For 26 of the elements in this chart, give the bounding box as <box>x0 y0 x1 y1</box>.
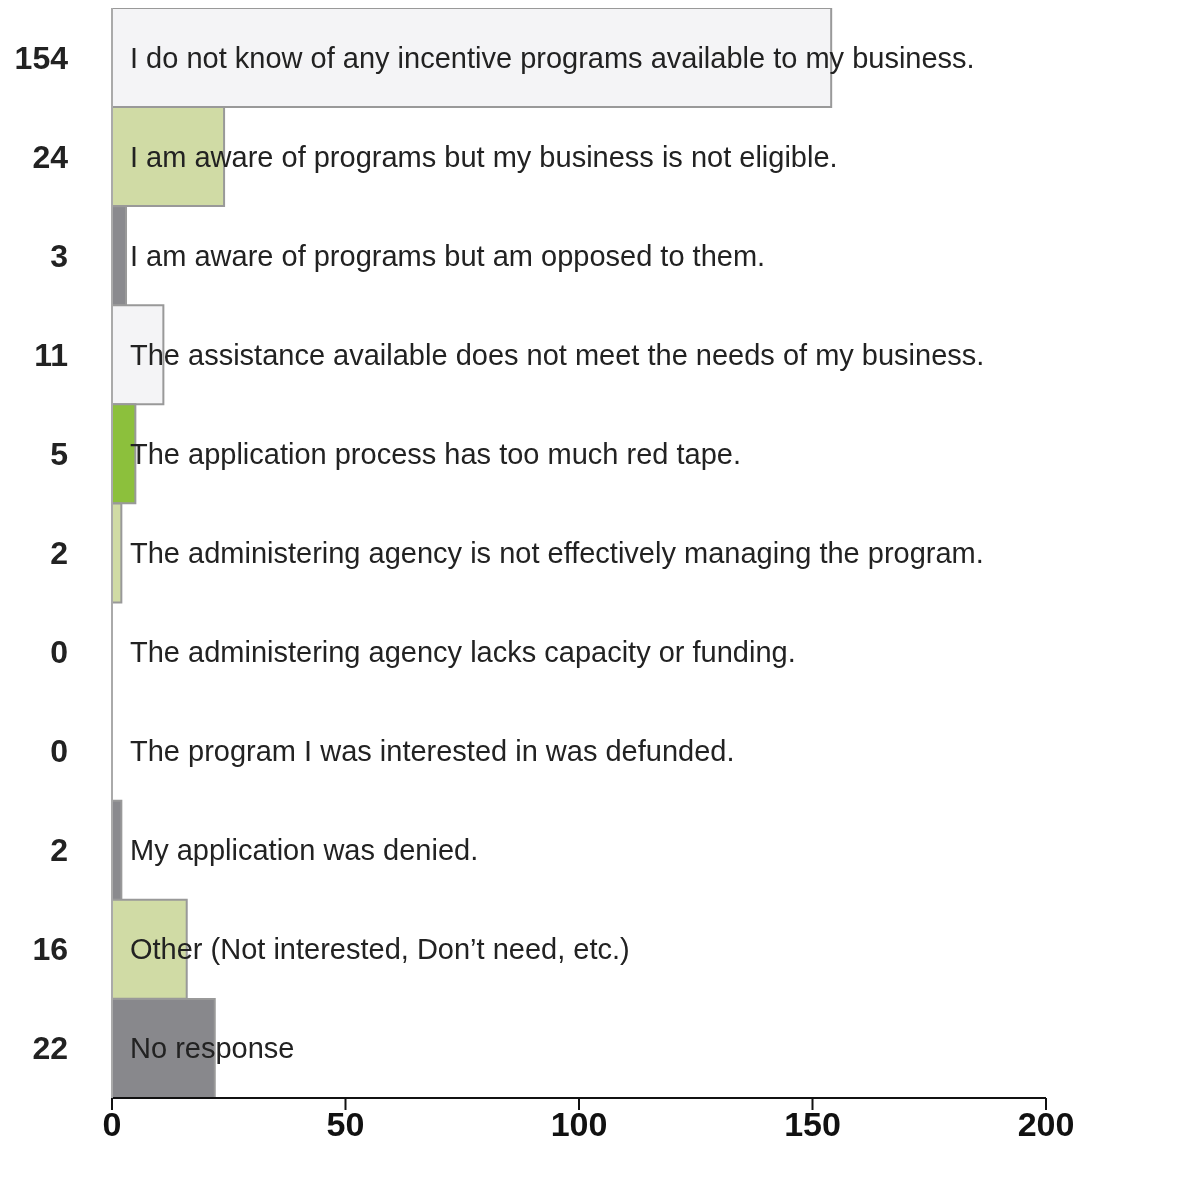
x-tick-label: 0 <box>102 1105 122 1144</box>
data-label: 2 <box>50 535 68 571</box>
data-label: 0 <box>50 634 68 671</box>
x-tick-label: 50 <box>326 1105 365 1144</box>
y-tick-label: The program I was interested in was defunded. <box>130 735 735 768</box>
x-tick-label: 100 <box>550 1105 608 1144</box>
data-label: 24 <box>32 138 69 175</box>
data-label: 22 <box>32 1030 68 1067</box>
y-tick-label: No response <box>130 1032 295 1065</box>
y-tick-label: The assistance available does not meet the needs of my business. <box>130 338 985 371</box>
y-tick-label: I am aware of programs but am opposed to them. <box>130 239 766 272</box>
x-tick-label: 150 <box>784 1105 841 1144</box>
y-tick-label: Other (Not interested, Don’t need, etc.) <box>130 933 630 966</box>
y-tick-label: I am aware of programs but my business is not eligible. <box>130 140 838 173</box>
y-tick-label: I do not know of any incentive programs available to my business. <box>130 41 975 74</box>
data-label: 154 <box>14 39 69 76</box>
data-label: 0 <box>50 733 68 770</box>
data-label: 5 <box>50 435 68 472</box>
data-label: 11 <box>34 336 68 373</box>
y-tick-label: The administering agency is not effectively managing the program. <box>130 537 984 569</box>
y-tick-label: The administering agency lacks capacity or funding. <box>130 636 796 669</box>
data-label: 2 <box>50 832 68 869</box>
y-tick-label: My application was denied. <box>130 834 479 867</box>
data-label: 3 <box>50 237 68 274</box>
data-label: 16 <box>32 931 68 968</box>
x-tick-label: 200 <box>1017 1105 1075 1144</box>
